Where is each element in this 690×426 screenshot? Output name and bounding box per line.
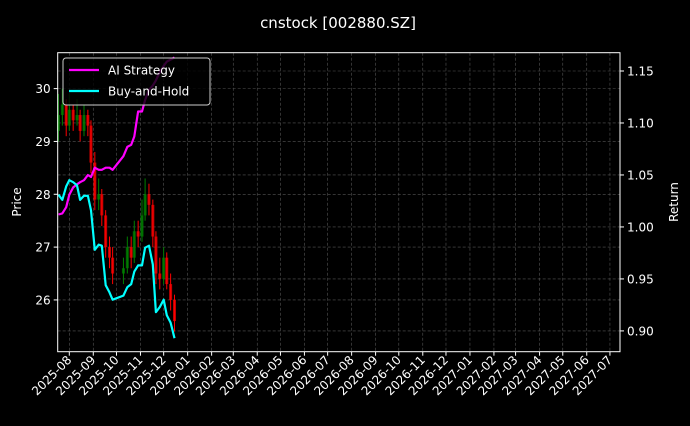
right-y-tick-label: 1.05: [627, 168, 654, 182]
candle-body: [162, 257, 166, 279]
candle-body: [60, 104, 64, 116]
candle-body: [93, 162, 97, 200]
x-axis: 2025-082025-092025-102025-112025-122026-…: [29, 351, 615, 398]
chart-title: cnstock [002880.SZ]: [260, 14, 416, 32]
right-y-label: Return: [667, 182, 681, 222]
candle-body: [143, 194, 147, 216]
candle-body: [64, 104, 68, 126]
candle-body: [78, 115, 82, 131]
legend-label-bh: Buy-and-Hold: [108, 85, 189, 99]
candle-body: [104, 215, 108, 248]
right-y-axis: 0.90 0.95 1.00 1.05 1.10 1.15: [620, 64, 654, 338]
candle-body: [151, 204, 155, 237]
left-y-label: Price: [10, 187, 24, 216]
legend-label-ai: AI Strategy: [108, 64, 175, 78]
right-y-tick-label: 0.90: [627, 324, 654, 338]
candle-body: [154, 236, 158, 274]
candle-body: [129, 247, 133, 258]
candle-body: [56, 115, 60, 131]
candle-body: [97, 194, 101, 200]
buy-and-hold-line: [57, 179, 176, 339]
left-y-tick-label: 26: [35, 293, 50, 307]
left-y-axis: 26 27 28 29 30: [35, 82, 58, 307]
candle-body: [75, 115, 79, 121]
candle-body: [147, 194, 151, 205]
left-y-tick-label: 29: [35, 135, 50, 149]
left-y-tick-label: 28: [35, 188, 50, 202]
candle-body: [172, 299, 176, 322]
grid: [57, 52, 620, 352]
candle-body: [71, 109, 75, 121]
candle-body: [111, 257, 115, 274]
candle-body: [158, 273, 162, 279]
legend-box: [62, 57, 211, 106]
price-candles: [56, 88, 176, 332]
plot-frame: [57, 52, 621, 353]
left-y-tick-label: 30: [35, 82, 50, 96]
candle-body: [132, 231, 136, 258]
candle-body: [121, 268, 125, 274]
right-y-tick-label: 1.15: [627, 64, 654, 78]
candle-body: [136, 231, 140, 237]
candle-body: [100, 194, 104, 216]
candle-body: [169, 284, 173, 300]
candle-body: [140, 215, 144, 237]
legend: AI Strategy Buy-and-Hold: [62, 57, 211, 106]
candle-body: [108, 247, 112, 258]
candle-body: [125, 247, 129, 269]
left-y-tick-label: 27: [35, 241, 50, 255]
right-y-tick-label: 1.10: [627, 116, 654, 130]
candle-body: [89, 125, 93, 163]
candle-body: [86, 115, 90, 126]
candle-body: [165, 257, 169, 285]
candle-body: [67, 109, 71, 126]
candle-body: [82, 115, 86, 131]
right-y-tick-label: 1.00: [627, 220, 654, 234]
right-y-tick-label: 0.95: [627, 272, 654, 286]
